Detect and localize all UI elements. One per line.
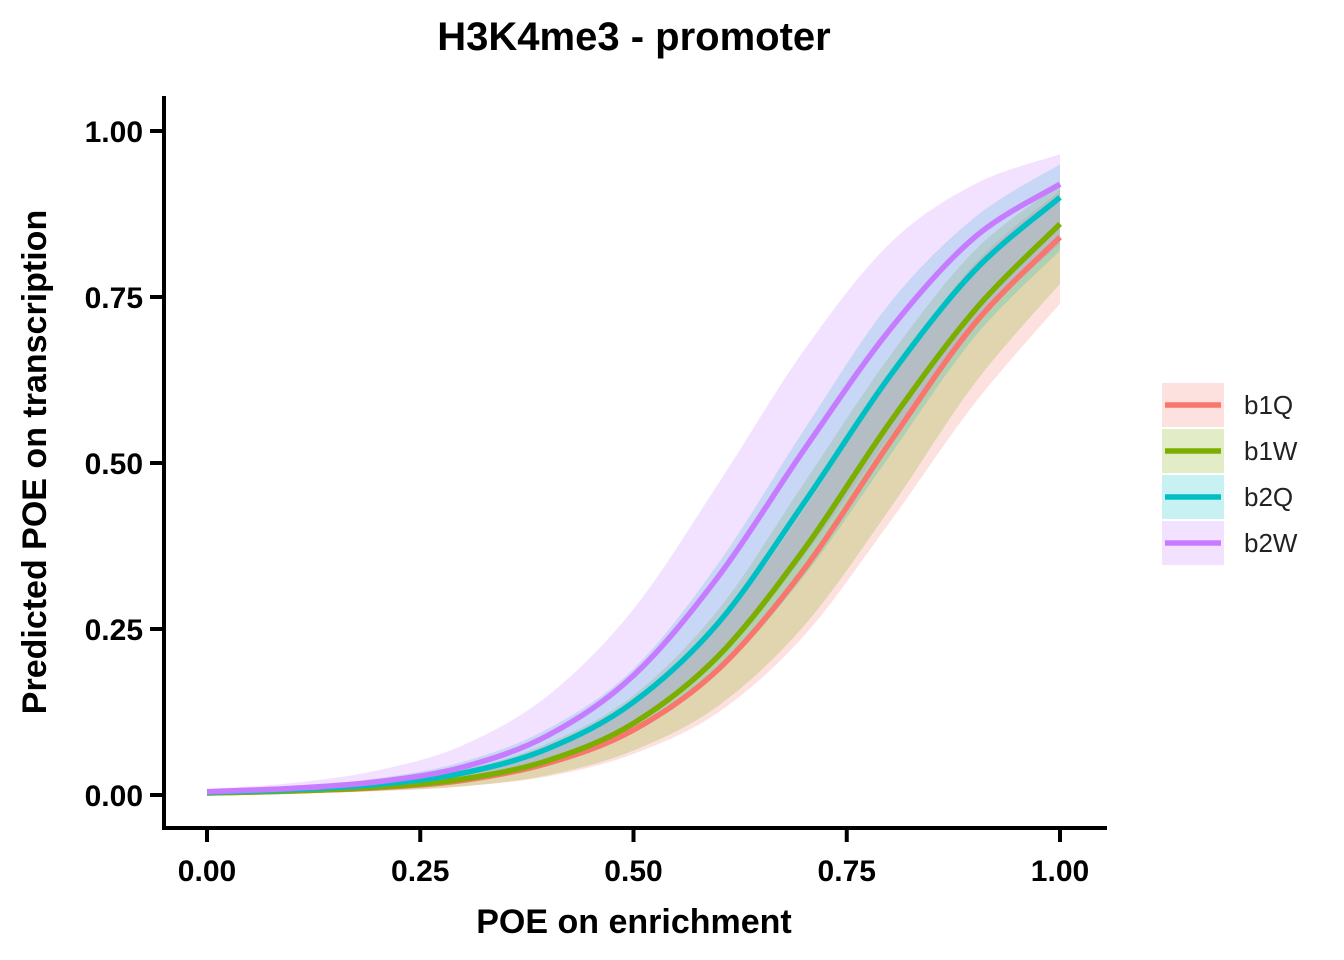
x-tick-label: 1.00 [1031, 855, 1089, 888]
x-tick-label: 0.00 [178, 855, 236, 888]
legend-label-b1Q: b1Q [1244, 390, 1293, 420]
legend-label-b1W: b1W [1244, 436, 1298, 466]
line-b2W [206, 181, 1062, 795]
x-tick-label: 0.50 [604, 855, 662, 888]
band-b2W [207, 154, 1060, 794]
band-b1W [207, 184, 1060, 795]
x-ticks: 0.00 0.25 0.50 0.75 1.00 [178, 828, 1089, 888]
x-axis-label: POE on enrichment [476, 903, 792, 941]
x-tick-label: 0.75 [818, 855, 876, 888]
y-ticks: 0.00 0.25 0.50 0.75 1.00 [85, 116, 164, 813]
legend: b1Q b1W b2Q b2W [1162, 383, 1298, 565]
legend-label-b2Q: b2Q [1244, 482, 1293, 512]
y-tick-label: 0.75 [85, 282, 143, 315]
legend-label-b2W: b2W [1244, 528, 1298, 558]
chart-title: H3K4me3 - promoter [437, 15, 830, 59]
y-tick-label: 1.00 [85, 116, 143, 149]
band-b1Q [207, 190, 1060, 795]
band-b2Q [207, 164, 1060, 794]
series-lines [206, 181, 1062, 796]
y-axis-label: Predicted POE on transcription [16, 210, 54, 714]
y-tick-label: 0.00 [85, 780, 143, 813]
y-tick-label: 0.25 [85, 614, 143, 647]
y-tick-label: 0.50 [85, 448, 143, 481]
x-tick-label: 0.25 [391, 855, 449, 888]
confidence-bands [207, 154, 1060, 795]
